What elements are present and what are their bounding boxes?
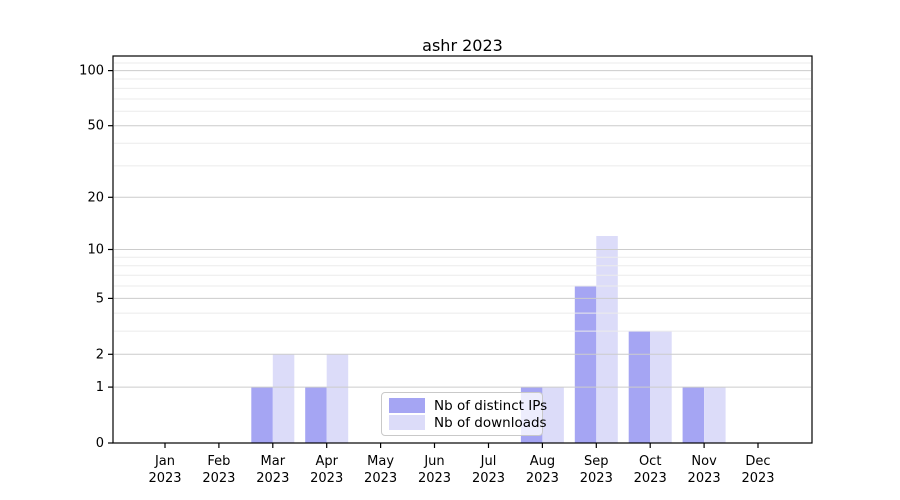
legend-label-distinct-ips: Nb of distinct IPs [434,397,548,414]
x-tick-label-year: 2023 [741,471,774,486]
legend-label-downloads: Nb of downloads [434,414,547,431]
bar-sep-downloads [596,236,618,443]
legend-swatch-distinct-ips [389,398,425,413]
gridlines [114,62,811,388]
x-tick-label-month: Jan [154,454,175,469]
legend-entry-distinct-ips: Nb of distinct IPs [389,398,547,414]
y-tick-label: 10 [87,243,104,258]
x-tick-label-year: 2023 [526,471,559,486]
bar-mar-ips [251,387,273,443]
x-tick-label-month: Sep [584,454,609,469]
legend-swatch-downloads [389,415,425,430]
x-axis: Jan 2023 Feb 2023 Mar 2023 Apr 2023 May 2023 Jun 20… [148,443,775,486]
bar-nov-ips [682,387,705,443]
bar-nov-downloads [704,387,726,443]
y-tick-label: 50 [87,119,104,134]
y-tick-label: 20 [87,190,104,205]
bar-sep-ips [574,286,597,443]
bar-mar-downloads [272,354,295,443]
x-tick-label-year: 2023 [364,471,397,486]
x-tick-label-year: 2023 [148,471,181,486]
x-tick-label-month: Nov [691,454,717,469]
x-tick-label-year: 2023 [688,471,721,486]
y-tick-label: 100 [79,64,104,79]
x-tick-label-month: Jul [480,454,497,469]
x-tick-label-month: Mar [261,454,286,469]
chart-title: ashr 2023 [422,36,503,55]
x-tick-label-month: May [367,454,394,469]
y-axis: 0 1 2 5 10 20 50 100 [79,64,113,451]
legend: Nb of distinct IPs Nb of downloads [381,392,547,436]
legend-entry-downloads: Nb of downloads [389,415,547,431]
x-tick-label-month: Oct [639,454,661,469]
x-tick-label-year: 2023 [418,471,451,486]
bar-apr-ips [305,387,327,443]
x-tick-label-month: Feb [207,454,230,469]
bar-aug-downloads [542,387,564,443]
x-tick-label-month: Dec [745,454,770,469]
y-tick-label: 2 [96,347,104,362]
x-tick-label-year: 2023 [256,471,289,486]
x-tick-label-year: 2023 [580,471,613,486]
x-tick-label-month: Apr [315,454,338,469]
x-tick-label-month: Aug [530,454,555,469]
y-tick-label: 5 [96,291,104,306]
x-tick-label-year: 2023 [634,471,667,486]
x-tick-label-year: 2023 [310,471,343,486]
bars [251,236,726,443]
x-tick-label-year: 2023 [202,471,235,486]
y-tick-label: 1 [96,380,104,395]
x-tick-label-year: 2023 [472,471,505,486]
y-tick-label: 0 [96,436,104,451]
bar-apr-downloads [326,354,349,443]
x-tick-label-month: Jun [423,454,444,469]
